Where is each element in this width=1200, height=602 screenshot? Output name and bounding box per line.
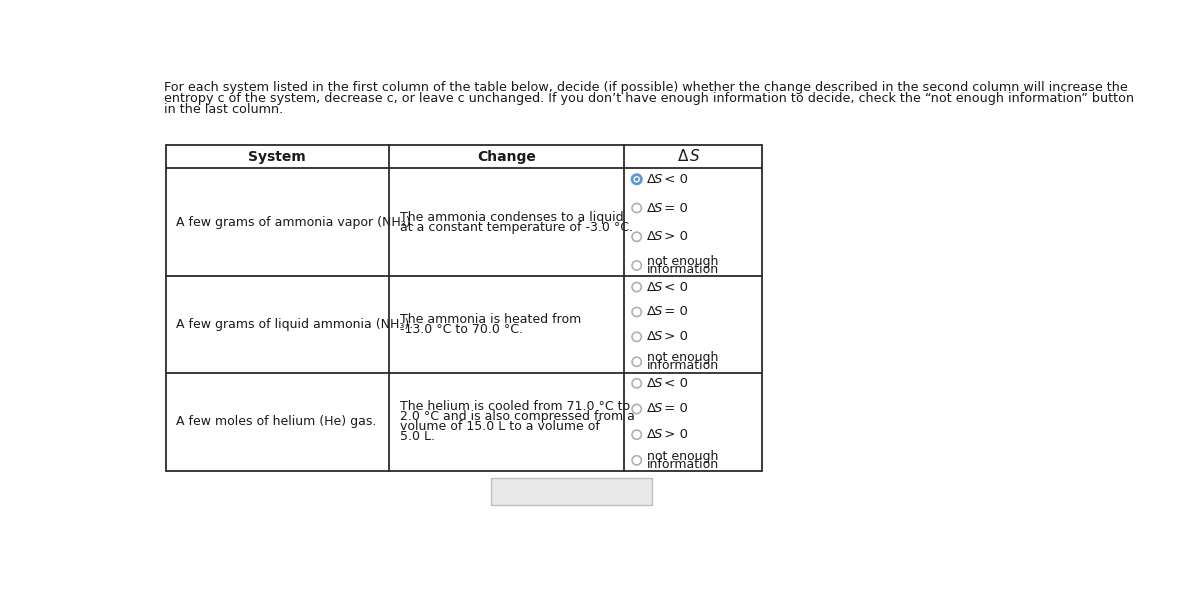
Text: S: S — [690, 149, 700, 164]
Text: < 0: < 0 — [660, 377, 688, 390]
Text: S: S — [654, 230, 662, 243]
Text: not enough: not enough — [647, 450, 718, 462]
Text: information: information — [647, 458, 719, 471]
Bar — [166, 146, 762, 471]
Text: > 0: > 0 — [660, 428, 688, 441]
Text: S: S — [654, 202, 662, 214]
Text: > 0: > 0 — [660, 230, 688, 243]
Text: Δ: Δ — [647, 428, 656, 441]
Text: System: System — [248, 150, 306, 164]
Text: 2.0 °C and is also compressed from a: 2.0 °C and is also compressed from a — [400, 411, 635, 423]
Text: S: S — [654, 330, 662, 343]
Text: not enough: not enough — [647, 255, 718, 268]
Text: > 0: > 0 — [660, 330, 688, 343]
Text: = 0: = 0 — [660, 305, 688, 318]
Text: Δ: Δ — [647, 281, 656, 294]
Text: A few grams of ammonia vapor (NH₃).: A few grams of ammonia vapor (NH₃). — [176, 216, 415, 229]
Text: S: S — [654, 428, 662, 441]
Text: < 0: < 0 — [660, 281, 688, 294]
Text: volume of 15.0 L to a volume of: volume of 15.0 L to a volume of — [400, 420, 600, 433]
Text: The helium is cooled from 71.0 °C to: The helium is cooled from 71.0 °C to — [400, 400, 630, 414]
Text: Δ: Δ — [647, 330, 656, 343]
Text: S: S — [654, 305, 662, 318]
Text: Δ: Δ — [647, 305, 656, 318]
Text: 5.0 L.: 5.0 L. — [400, 430, 434, 443]
Text: not enough: not enough — [647, 351, 718, 364]
Text: S: S — [654, 281, 662, 294]
Text: S: S — [654, 173, 662, 186]
Text: information: information — [647, 359, 719, 373]
Text: S: S — [654, 403, 662, 415]
Text: Δ: Δ — [647, 173, 656, 186]
Circle shape — [635, 178, 638, 181]
Text: S: S — [654, 377, 662, 390]
Text: A few grams of liquid ammonia (NH₃).: A few grams of liquid ammonia (NH₃). — [176, 318, 414, 331]
Text: < 0: < 0 — [660, 173, 688, 186]
Text: = 0: = 0 — [660, 202, 688, 214]
Text: Δ: Δ — [647, 230, 656, 243]
Text: Δ: Δ — [647, 403, 656, 415]
Text: Δ: Δ — [647, 377, 656, 390]
Text: ↺: ↺ — [564, 483, 580, 500]
Text: ×: × — [510, 483, 526, 500]
Text: in the last column.: in the last column. — [164, 103, 283, 116]
Bar — [491, 478, 653, 505]
Text: A few moles of helium (He) gas.: A few moles of helium (He) gas. — [176, 415, 377, 428]
Text: at a constant temperature of -3.0 °C.: at a constant temperature of -3.0 °C. — [400, 221, 632, 234]
Text: Δ: Δ — [678, 149, 689, 164]
Text: entropy ᴄ of the system, decrease ᴄ, or leave ᴄ unchanged. If you don’t have eno: entropy ᴄ of the system, decrease ᴄ, or … — [164, 92, 1134, 105]
Text: Change: Change — [478, 150, 536, 164]
Text: For each system listed in the first column of the table below, decide (if possib: For each system listed in the first colu… — [164, 81, 1128, 95]
Text: ?: ? — [620, 483, 630, 500]
Text: The ammonia is heated from: The ammonia is heated from — [400, 313, 581, 326]
Text: The ammonia condenses to a liquid: The ammonia condenses to a liquid — [400, 211, 623, 224]
Text: = 0: = 0 — [660, 403, 688, 415]
Text: -13.0 °C to 70.0 °C.: -13.0 °C to 70.0 °C. — [400, 323, 522, 336]
Text: Δ: Δ — [647, 202, 656, 214]
Text: information: information — [647, 263, 719, 276]
